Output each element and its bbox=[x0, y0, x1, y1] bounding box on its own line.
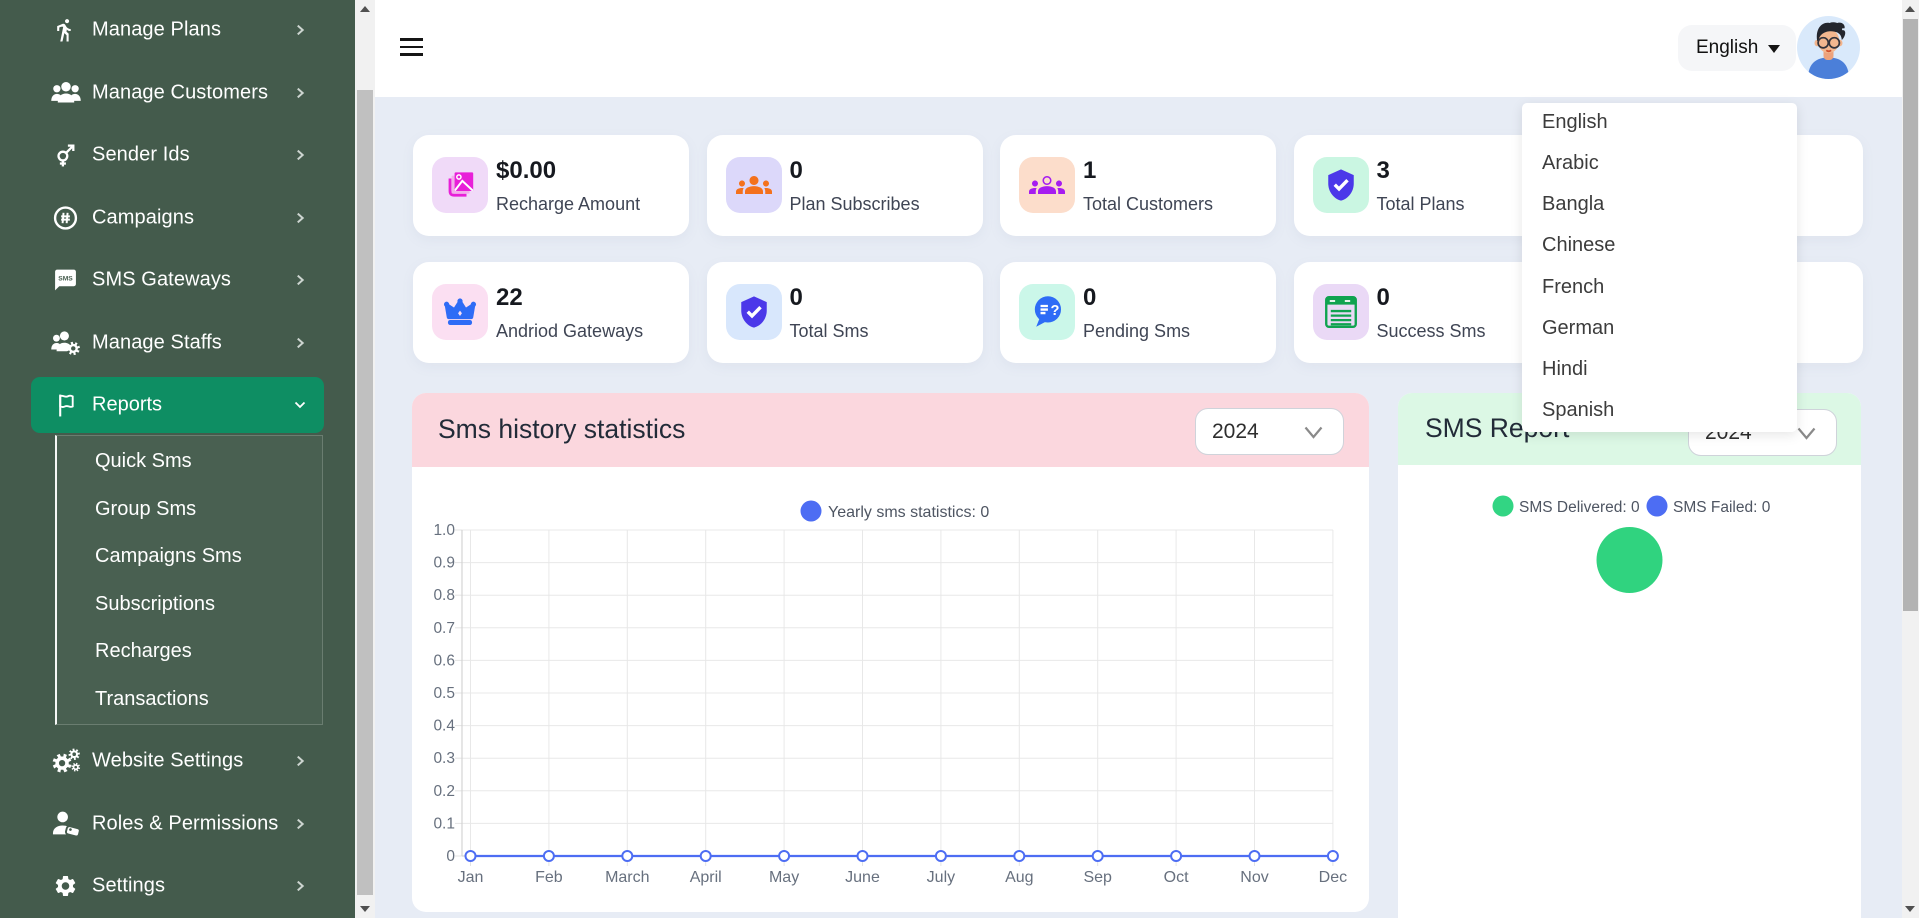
svg-text:0.5: 0.5 bbox=[433, 685, 455, 702]
svg-text:0.8: 0.8 bbox=[433, 587, 455, 604]
svg-text:SMS Delivered: 0: SMS Delivered: 0 bbox=[1519, 499, 1640, 516]
svg-text:0.3: 0.3 bbox=[433, 750, 455, 767]
svg-text:1.0: 1.0 bbox=[433, 522, 455, 539]
svg-text:Aug: Aug bbox=[1005, 869, 1033, 886]
svg-text:0.4: 0.4 bbox=[433, 718, 455, 735]
svg-text:0: 0 bbox=[446, 848, 455, 865]
svg-text:Sep: Sep bbox=[1083, 869, 1112, 886]
svg-text:0.1: 0.1 bbox=[433, 815, 455, 832]
svg-text:?: ? bbox=[1051, 303, 1060, 319]
svg-text:July: July bbox=[927, 869, 955, 886]
svg-text:Yearly sms statistics: 0: Yearly sms statistics: 0 bbox=[828, 504, 989, 521]
svg-text:March: March bbox=[605, 869, 649, 886]
svg-text:June: June bbox=[845, 869, 880, 886]
svg-text:April: April bbox=[690, 869, 722, 886]
svg-text:May: May bbox=[769, 869, 799, 886]
svg-text:SMS Failed: 0: SMS Failed: 0 bbox=[1673, 499, 1771, 516]
svg-text:0.2: 0.2 bbox=[433, 783, 455, 800]
svg-text:0.9: 0.9 bbox=[433, 555, 455, 572]
svg-text:0.6: 0.6 bbox=[433, 652, 455, 669]
svg-text:Oct: Oct bbox=[1164, 869, 1189, 886]
svg-text:Feb: Feb bbox=[535, 869, 563, 886]
svg-text:SMS: SMS bbox=[58, 275, 73, 282]
svg-text:0.7: 0.7 bbox=[433, 620, 455, 637]
svg-text:Jan: Jan bbox=[458, 869, 484, 886]
svg-text:Dec: Dec bbox=[1319, 869, 1347, 886]
svg-text:Nov: Nov bbox=[1240, 869, 1268, 886]
